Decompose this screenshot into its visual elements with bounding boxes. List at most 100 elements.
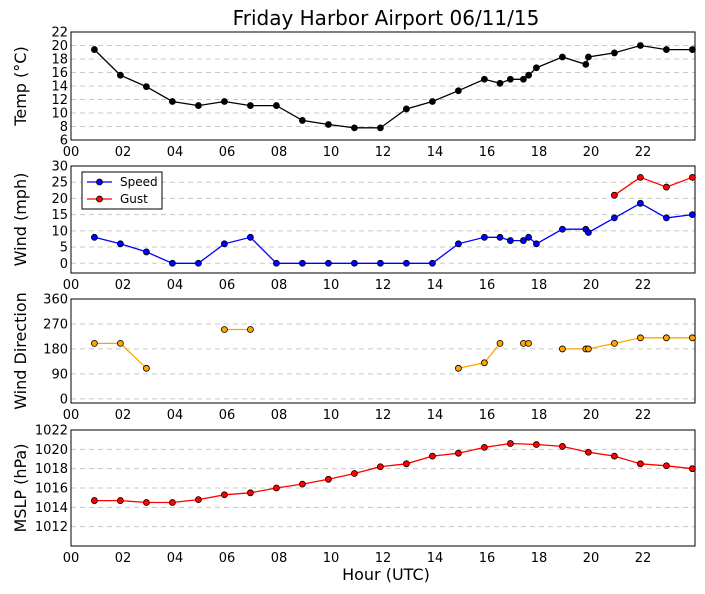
data-point-mslp (324, 475, 332, 483)
data-point-temp (220, 98, 228, 105)
y-tick-label: 18 (51, 53, 68, 68)
data-point-temp (663, 46, 670, 53)
data-point-mslp (376, 463, 384, 471)
y-tick-label: 14 (51, 80, 68, 95)
x-tick-label: 16 (479, 145, 496, 160)
series-line-mslp (94, 442, 693, 504)
y-tick-label: 0 (60, 257, 68, 272)
data-point-speed (298, 259, 306, 267)
data-point-temp (428, 98, 436, 105)
y-tick-label: 90 (51, 367, 68, 382)
data-point-direction (91, 339, 98, 347)
data-point-mslp (428, 452, 436, 460)
x-tick-label: 14 (427, 145, 444, 160)
x-tick-label: 06 (219, 551, 236, 566)
data-point-mslp (506, 440, 514, 447)
x-tick-label: 22 (635, 408, 652, 423)
x-tick-label: 20 (583, 145, 600, 160)
x-tick-label: 14 (427, 278, 444, 293)
legend-label-speed: Speed (120, 175, 158, 189)
data-point-temp (298, 117, 306, 124)
data-point-temp (246, 102, 254, 109)
x-tick-label: 04 (167, 408, 184, 423)
data-point-speed (496, 233, 504, 241)
y-tick-label: 1014 (35, 501, 68, 516)
data-point-temp (480, 75, 488, 83)
y-tick-label: 10 (51, 107, 68, 122)
legend: Speed Gust (81, 171, 163, 210)
data-point-speed (585, 229, 592, 236)
data-point-temp (142, 83, 150, 91)
data-point-temp (585, 53, 592, 61)
data-point-speed (194, 259, 202, 267)
data-point-speed (376, 259, 384, 267)
x-tick-label: 08 (271, 278, 288, 293)
data-point-mslp (402, 460, 410, 468)
x-tick-label: 22 (635, 278, 652, 293)
data-point-mslp (142, 499, 150, 506)
y-axis-label: Wind Direction (11, 292, 30, 410)
y-tick-label: 16 (51, 66, 68, 81)
data-point-speed (533, 240, 540, 248)
data-point-mslp (663, 462, 670, 470)
data-point-temp (168, 98, 176, 105)
x-tick-label: 12 (375, 551, 392, 566)
data-point-speed (402, 259, 410, 267)
data-point-mslp (272, 484, 280, 492)
series-line-gust (614, 176, 693, 196)
data-point-speed (611, 214, 618, 222)
data-point-direction (220, 326, 228, 333)
x-tick-label: 12 (375, 145, 392, 160)
data-point-mslp (689, 465, 696, 473)
data-point-temp (117, 71, 124, 79)
data-point-speed (520, 237, 527, 244)
y-tick-label: 1016 (35, 482, 68, 497)
y-tick-label: 1020 (35, 443, 68, 458)
x-tick-label: 04 (167, 278, 184, 293)
x-tick-label: 02 (115, 551, 132, 566)
data-point-gust (611, 191, 618, 199)
x-tick-label: 10 (323, 551, 340, 566)
y-axis-label: MSLP (hPa) (11, 444, 30, 533)
data-point-gust (663, 183, 670, 191)
data-point-temp (376, 124, 384, 132)
data-point-mslp (91, 497, 98, 504)
x-tick-label: 10 (323, 278, 340, 293)
y-tick-label: 6 (60, 134, 68, 149)
data-point-direction (585, 345, 592, 353)
data-point-direction (246, 326, 254, 333)
x-tick-label: 16 (479, 408, 496, 423)
x-tick-label: 16 (479, 278, 496, 293)
data-point-direction (663, 334, 670, 342)
legend-swatch-marker (96, 195, 103, 203)
y-axis-label: Wind (mph) (11, 173, 30, 267)
x-tick-label: 00 (63, 278, 80, 293)
x-tick-label: 22 (635, 145, 652, 160)
data-point-temp (194, 102, 202, 109)
x-tick-label: 06 (219, 408, 236, 423)
data-point-speed (142, 248, 150, 256)
x-tick-label: 08 (271, 408, 288, 423)
y-axis-label: Temp (°C) (11, 46, 30, 126)
data-point-direction (142, 364, 150, 372)
y-tick-label: 22 (51, 26, 68, 41)
x-tick-label: 00 (63, 408, 80, 423)
x-tick-label: 00 (63, 145, 80, 160)
data-point-temp (533, 64, 540, 72)
chart-title: Friday Harbor Airport 06/11/15 (233, 6, 540, 30)
data-point-temp (611, 49, 618, 57)
data-point-speed (454, 240, 462, 248)
x-tick-label: 18 (531, 145, 548, 160)
data-point-mslp (350, 470, 358, 477)
data-point-speed (559, 225, 566, 233)
x-tick-label: 16 (479, 551, 496, 566)
data-point-temp (582, 61, 590, 68)
data-point-speed (480, 233, 488, 241)
y-tick-label: 1012 (35, 520, 68, 535)
series-line-speed (94, 202, 693, 264)
data-point-temp (454, 87, 462, 95)
y-tick-label: 0 (60, 392, 68, 407)
